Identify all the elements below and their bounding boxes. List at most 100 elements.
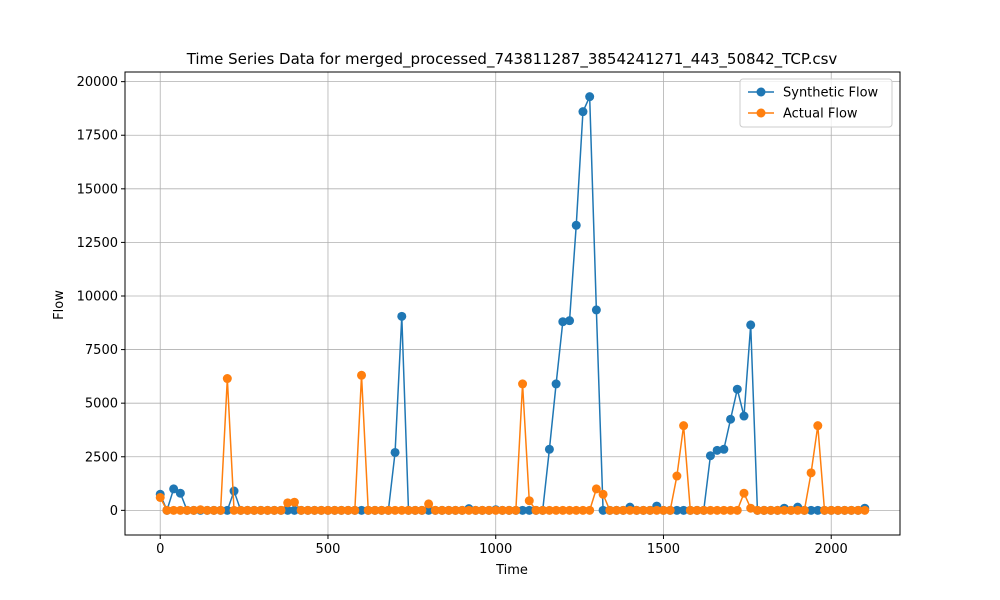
data-point <box>786 505 796 515</box>
data-point <box>175 488 185 498</box>
data-point <box>162 505 172 515</box>
data-point <box>585 505 595 515</box>
data-point <box>598 489 608 499</box>
data-point <box>370 505 380 515</box>
x-tick-label: 500 <box>316 542 341 557</box>
data-point <box>189 505 199 515</box>
data-point <box>410 505 420 515</box>
data-point <box>752 505 762 515</box>
legend-label: Synthetic Flow <box>783 86 879 101</box>
data-point <box>169 484 179 494</box>
data-point <box>558 317 568 327</box>
y-tick-label: 7500 <box>85 343 118 358</box>
data-point <box>846 505 856 515</box>
data-point <box>793 505 803 515</box>
data-point <box>296 505 306 515</box>
data-point <box>679 421 689 431</box>
y-tick-label: 5000 <box>85 397 118 412</box>
data-point <box>571 220 581 230</box>
data-point <box>578 107 588 117</box>
data-point <box>511 505 521 515</box>
data-point <box>665 505 675 515</box>
data-point <box>652 505 662 515</box>
data-point <box>732 384 742 394</box>
data-point <box>820 505 830 515</box>
data-point <box>390 505 400 515</box>
data-point <box>336 505 346 515</box>
data-point <box>739 488 749 498</box>
data-point <box>571 505 581 515</box>
data-point <box>726 414 736 424</box>
data-point <box>524 505 534 515</box>
data-point <box>591 484 601 494</box>
data-point <box>692 505 702 515</box>
data-point <box>323 505 333 515</box>
data-point <box>236 505 246 515</box>
data-point <box>719 505 729 515</box>
data-point <box>732 505 742 515</box>
data-point <box>565 505 575 515</box>
legend-label: Actual Flow <box>783 107 858 122</box>
data-point <box>524 496 534 506</box>
data-point <box>256 505 266 515</box>
data-point <box>357 505 367 515</box>
data-point <box>289 505 299 515</box>
data-point <box>705 505 715 515</box>
data-point <box>712 445 722 455</box>
data-point <box>457 505 467 515</box>
data-point <box>538 505 548 515</box>
data-point <box>310 505 320 515</box>
data-point <box>289 497 299 507</box>
data-point <box>464 505 474 515</box>
data-point <box>544 444 554 454</box>
data-point <box>806 505 816 515</box>
data-point <box>558 505 568 515</box>
data-point <box>712 505 722 515</box>
data-point <box>437 505 447 515</box>
data-point <box>430 505 440 515</box>
data-point <box>242 505 252 515</box>
data-point <box>330 505 340 515</box>
data-point <box>679 505 689 515</box>
data-point <box>551 379 561 389</box>
data-point <box>779 505 789 515</box>
data-point <box>759 505 769 515</box>
data-point <box>645 505 655 515</box>
data-point <box>746 320 756 330</box>
legend-entry: Synthetic Flow <box>748 86 879 101</box>
x-tick-label: 0 <box>156 542 164 557</box>
data-point <box>222 505 232 515</box>
data-point <box>169 505 179 515</box>
data-point <box>833 505 843 515</box>
data-point <box>417 505 427 515</box>
data-point <box>424 499 434 509</box>
data-point <box>229 505 239 515</box>
data-point <box>222 374 232 384</box>
data-point <box>303 505 313 515</box>
data-point <box>565 316 575 326</box>
data-point <box>726 505 736 515</box>
data-point <box>229 486 239 496</box>
data-point <box>658 505 668 515</box>
data-point <box>544 505 554 515</box>
data-point <box>397 505 407 515</box>
data-point <box>390 447 400 457</box>
data-point <box>799 505 809 515</box>
y-tick-label: 12500 <box>77 236 118 251</box>
data-point <box>450 505 460 515</box>
data-point <box>283 498 293 508</box>
data-point <box>551 505 561 515</box>
legend: Synthetic Flow Actual Flow <box>739 78 893 128</box>
data-point <box>853 505 863 515</box>
data-point <box>491 505 501 515</box>
data-point <box>343 505 353 515</box>
data-point <box>316 505 326 515</box>
data-point <box>497 505 507 515</box>
data-point <box>363 505 373 515</box>
data-point <box>685 505 695 515</box>
data-point <box>484 505 494 515</box>
data-point <box>618 505 628 515</box>
data-point <box>155 492 165 502</box>
data-point <box>860 505 870 515</box>
